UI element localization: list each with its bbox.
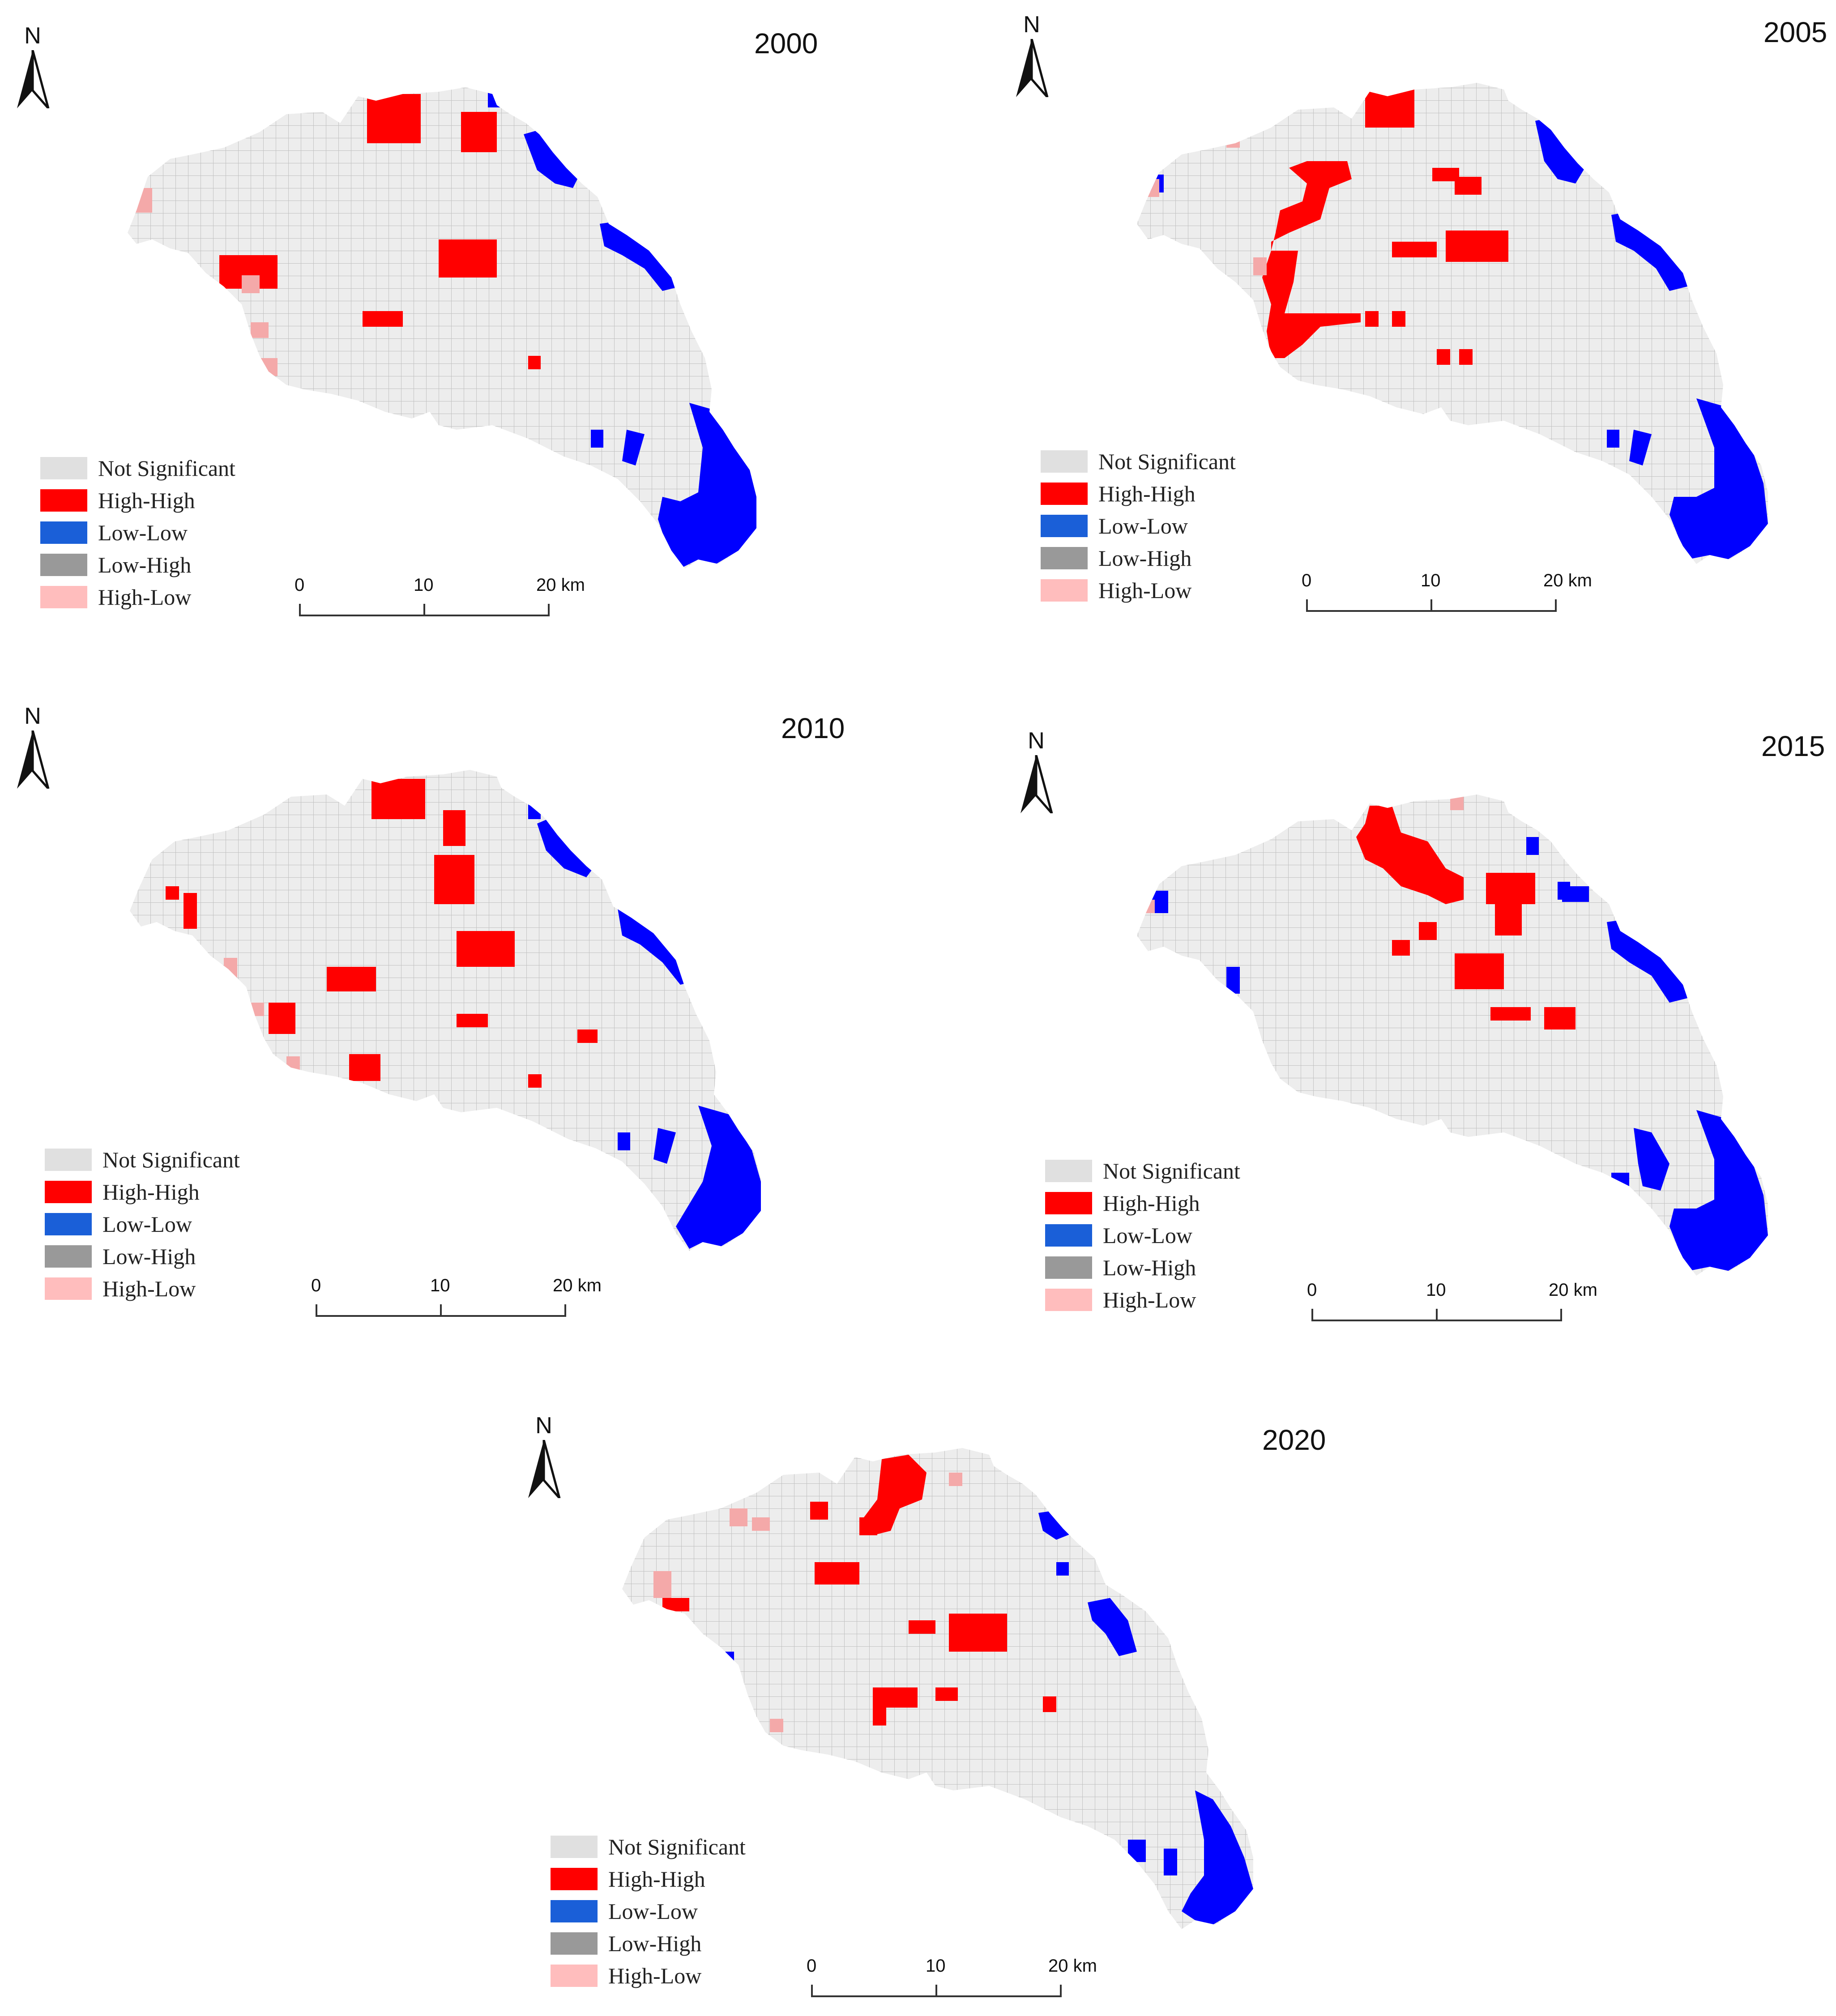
map-panel-2020: 2020 N <box>506 1383 1356 2016</box>
scale-bar: 0 10 20 km <box>311 1276 602 1325</box>
legend-item: Not Significant <box>1041 445 1273 478</box>
legend-item: High-Low <box>45 1273 278 1305</box>
map-legend: Not Significant High-High Low-Low Low-Hi… <box>40 452 273 613</box>
legend-item: High-High <box>1041 478 1273 510</box>
panel-year: 2020 <box>1262 1424 1326 1456</box>
cluster-map <box>1137 794 1768 1276</box>
panel-year: 2010 <box>781 712 845 744</box>
legend-item: Low-Low <box>1045 1219 1278 1251</box>
legend-item: Low-Low <box>551 1895 783 1927</box>
legend-item: Low-High <box>40 549 273 581</box>
north-arrow-icon: N <box>1016 727 1056 813</box>
scale-bar: 0 10 20 km <box>807 1956 1097 2005</box>
scale-bar: 0 10 20 km <box>1307 1280 1597 1329</box>
legend-item: High-High <box>40 484 273 517</box>
legend-item: High-Low <box>1041 574 1273 607</box>
legend-item: Low-Low <box>40 517 273 549</box>
panel-year: 2005 <box>1763 16 1827 48</box>
map-legend: Not Significant High-High Low-Low Low-Hi… <box>1045 1155 1278 1316</box>
panel-year: 2000 <box>754 27 818 60</box>
legend-item: Low-Low <box>45 1208 278 1240</box>
legend-item: High-High <box>1045 1187 1278 1219</box>
legend-item: High-Low <box>551 1960 783 1992</box>
legend-item: Low-High <box>551 1927 783 1960</box>
legend-item: Not Significant <box>1045 1155 1278 1187</box>
scale-bar: 0 10 20 km <box>295 575 585 624</box>
cluster-map <box>1137 83 1768 564</box>
legend-item: High-High <box>45 1176 278 1208</box>
north-arrow-icon: N <box>524 1412 564 1498</box>
legend-item: Low-High <box>1045 1251 1278 1284</box>
map-panel-2005: 2005 N <box>962 0 1835 662</box>
legend-item: Not Significant <box>551 1831 783 1863</box>
map-panel-2010: 2010 N <box>0 689 895 1352</box>
legend-item: High-Low <box>40 581 273 613</box>
legend-item: Low-High <box>1041 542 1273 574</box>
map-panel-2015: 2015 N <box>962 689 1835 1352</box>
cluster-map <box>130 770 761 1251</box>
legend-item: High-High <box>551 1863 783 1895</box>
legend-item: Low-Low <box>1041 510 1273 542</box>
north-arrow-icon: N <box>13 22 53 108</box>
scale-bar: 0 10 20 km <box>1302 571 1592 620</box>
cluster-map <box>128 87 756 568</box>
legend-item: Not Significant <box>45 1144 278 1176</box>
north-arrow-icon: N <box>13 703 53 789</box>
map-legend: Not Significant High-High Low-Low Low-Hi… <box>1041 445 1273 607</box>
map-legend: Not Significant High-High Low-Low Low-Hi… <box>551 1831 783 1992</box>
map-legend: Not Significant High-High Low-Low Low-Hi… <box>45 1144 278 1305</box>
north-arrow-icon: N <box>1012 11 1052 97</box>
cluster-map <box>622 1448 1253 1929</box>
legend-item: High-Low <box>1045 1284 1278 1316</box>
map-panel-2000: 2000 N <box>0 0 895 662</box>
legend-item: Low-High <box>45 1240 278 1273</box>
panel-year: 2015 <box>1761 730 1825 762</box>
legend-item: Not Significant <box>40 452 273 484</box>
